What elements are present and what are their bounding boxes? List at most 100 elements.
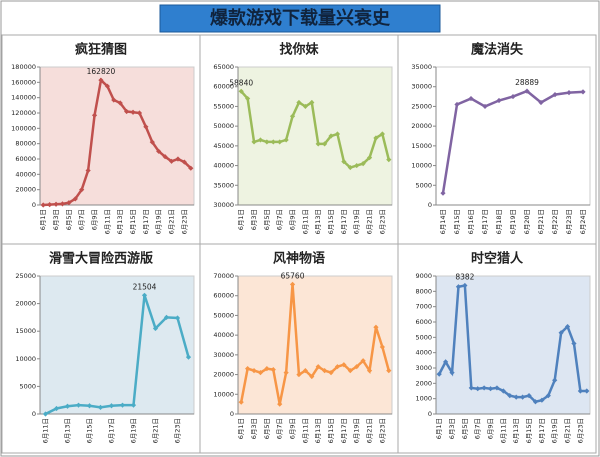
marker [75, 402, 82, 408]
marker [322, 141, 328, 147]
marker [245, 366, 251, 372]
marker [156, 148, 162, 154]
y-tick-label: 40000 [15, 170, 36, 178]
plot-area [39, 66, 195, 206]
chart-title: 时空猎人 [471, 251, 524, 267]
marker [108, 403, 115, 409]
y-tick-label: 20000 [411, 122, 432, 130]
x-tick-label: 6月11日 [301, 209, 309, 234]
y-tick-label: 70000 [213, 272, 234, 280]
y-tick-label: 20000 [15, 300, 36, 308]
x-tick-label: 6月3日 [250, 209, 258, 230]
marker [328, 370, 334, 376]
marker [354, 364, 360, 370]
y-tick-label: 40000 [213, 331, 234, 339]
marker [436, 371, 442, 377]
x-tick-label: 6月19日 [155, 209, 163, 234]
y-tick-label: 5000 [415, 333, 432, 341]
y-tick-label: 35000 [411, 63, 432, 71]
marker [270, 139, 276, 145]
marker [440, 190, 446, 196]
chart-title: 滑雪大冒险西游版 [49, 251, 153, 267]
x-tick-label: 6月11日 [499, 418, 507, 443]
x-tick-label: 6月21日 [366, 418, 374, 443]
marker [462, 282, 468, 289]
marker [538, 99, 544, 106]
marker [302, 103, 308, 110]
marker [251, 368, 257, 374]
marker [354, 162, 360, 169]
y-tick-label: 5000 [415, 181, 432, 189]
marker [47, 202, 53, 208]
marker [188, 165, 194, 171]
marker [532, 399, 539, 405]
y-tick-label: 15000 [15, 327, 36, 335]
marker [481, 385, 487, 391]
x-tick-label: 6月7日 [276, 209, 284, 230]
marker [379, 344, 385, 350]
x-tick-label: 6月14日 [439, 209, 447, 234]
data-label: 65760 [281, 271, 305, 280]
x-tick-label: 6月11日 [301, 418, 309, 443]
marker [104, 83, 110, 89]
marker [373, 324, 379, 330]
y-tick-label: 7000 [415, 303, 432, 311]
x-tick-label: 6月16日 [467, 209, 475, 234]
marker [40, 202, 46, 208]
marker [468, 385, 474, 391]
y-tick-label: 65000 [213, 63, 234, 71]
y-tick-label: 20000 [15, 186, 36, 194]
marker [181, 159, 187, 165]
y-tick-label: 35000 [213, 181, 234, 189]
marker [91, 112, 98, 118]
x-tick-label: 6月23日 [174, 418, 182, 443]
marker [379, 131, 385, 137]
data-label: 162820 [87, 67, 116, 76]
marker [238, 399, 244, 405]
x-tick-label: 6月21日 [366, 209, 374, 234]
marker [53, 405, 60, 412]
marker [175, 156, 181, 162]
marker [341, 362, 347, 368]
y-tick-label: 80000 [15, 140, 36, 148]
title-banner [159, 4, 441, 33]
x-tick-label: 6月3日 [250, 418, 258, 439]
marker [584, 388, 590, 394]
marker [510, 93, 516, 100]
x-tick-label: 6月17日 [340, 209, 348, 234]
x-tick-label: 6月23日 [378, 209, 386, 234]
y-tick-label: 6000 [415, 318, 432, 326]
data-label: 8382 [455, 272, 474, 281]
marker [373, 135, 379, 141]
x-tick-label: 6月5日 [65, 209, 73, 230]
marker [130, 109, 136, 115]
page-title: 爆款游戏下载量兴衰史 [210, 7, 391, 29]
marker [539, 397, 545, 403]
x-tick-label: 6月21日 [168, 209, 176, 234]
marker [482, 103, 488, 110]
marker [309, 99, 315, 106]
x-tick-label: 6月23日 [180, 209, 188, 234]
y-tick-label: 180000 [11, 63, 36, 71]
marker [334, 364, 341, 370]
marker [315, 364, 321, 370]
y-tick-label: 10000 [411, 162, 432, 170]
marker [86, 403, 93, 409]
marker [360, 358, 366, 364]
marker [443, 359, 449, 365]
y-tick-label: 20000 [213, 371, 234, 379]
x-tick-label: 6月13日 [512, 418, 520, 443]
x-tick-label: 6月1日 [237, 209, 245, 230]
x-tick-label: 6月7日 [78, 209, 86, 230]
y-tick-label: 160000 [11, 78, 36, 86]
marker [162, 154, 168, 160]
marker [580, 89, 586, 95]
marker [487, 386, 494, 392]
marker [136, 110, 143, 116]
x-tick-label: 6月15日 [327, 418, 335, 443]
marker [475, 386, 481, 392]
marker [283, 370, 289, 376]
y-tick-label: 50000 [213, 122, 234, 130]
x-tick-label: 6月24日 [579, 209, 587, 234]
marker [468, 95, 474, 102]
